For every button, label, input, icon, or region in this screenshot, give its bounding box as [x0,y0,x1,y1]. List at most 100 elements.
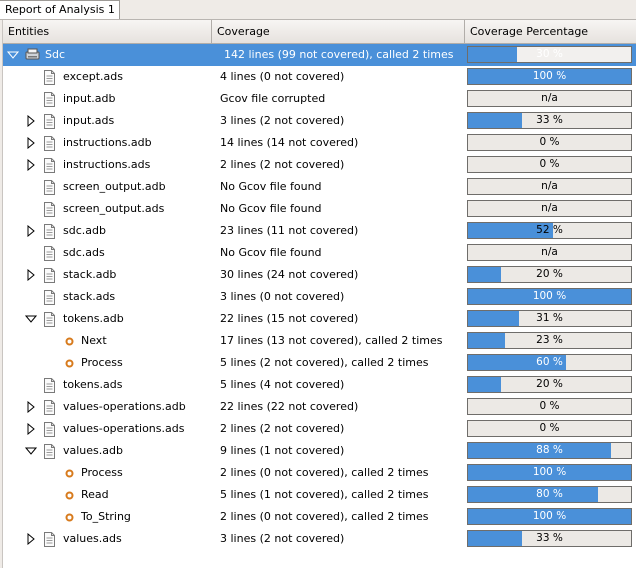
file-icon [43,114,56,129]
coverage-percent-label: 20 % [536,378,563,390]
table-row[interactable]: values.adb 9 lines (1 not covered) 88 % [3,440,636,462]
entity-name: sdc.adb [63,224,106,237]
coverage-progress-bar: 33 % [467,112,632,129]
coverage-progress-bar: 0 % [467,156,632,173]
coverage-progress-bar: n/a [467,178,632,195]
file-icon [43,378,56,393]
entity-name: values.adb [63,444,123,457]
table-row[interactable]: input.adb Gcov file corrupted n/a [3,88,636,110]
table-row[interactable]: Read 5 lines (1 not covered), called 2 ti… [3,484,636,506]
expander-collapsed-icon[interactable] [25,158,37,172]
coverage-progress-bar: 30 % [467,46,632,63]
subprogram-icon [63,467,76,482]
coverage-percent-label: n/a [541,246,558,258]
expander-collapsed-icon[interactable] [25,422,37,436]
entity-name: stack.adb [63,268,117,281]
column-header-coverage-percentage[interactable]: Coverage Percentage [465,20,636,43]
tab-report-of-analysis[interactable]: Report of Analysis 1 [0,0,120,19]
subprogram-icon [63,489,76,504]
coverage-progress-bar: n/a [467,200,632,217]
table-row[interactable]: values-operations.ads 2 lines (2 not cove… [3,418,636,440]
file-icon [43,202,56,217]
coverage-text: 3 lines (2 not covered) [220,532,345,545]
coverage-percent-label: 33 % [536,114,563,126]
entity-name: Process [81,466,123,479]
coverage-progress-fill [468,223,553,238]
expander-expanded-icon[interactable] [6,49,20,61]
expander-expanded-icon[interactable] [24,313,38,325]
coverage-progress-fill [468,509,631,524]
coverage-progress-bar: 88 % [467,442,632,459]
coverage-progress-bar: n/a [467,244,632,261]
entity-name: except.ads [63,70,123,83]
table-row[interactable]: values.ads 3 lines (2 not covered) 33 % [3,528,636,550]
expander-collapsed-icon[interactable] [25,224,37,238]
coverage-text: 14 lines (14 not covered) [220,136,359,149]
coverage-text: 22 lines (15 not covered) [220,312,359,325]
entity-name: tokens.adb [63,312,124,325]
table-row[interactable]: Process 2 lines (0 not covered), called 2… [3,462,636,484]
table-row[interactable]: stack.adb 30 lines (24 not covered) 20 % [3,264,636,286]
coverage-progress-bar: 23 % [467,332,632,349]
expander-collapsed-icon[interactable] [25,532,37,546]
left-dock-edge [0,20,3,568]
table-row[interactable]: sdc.adb 23 lines (11 not covered) 52 % [3,220,636,242]
table-row[interactable]: Sdc 142 lines (99 not covered), called 2 … [3,44,636,66]
file-icon [43,268,56,283]
table-row[interactable]: sdc.ads No Gcov file found n/a [3,242,636,264]
coverage-text: 2 lines (0 not covered), called 2 times [220,466,429,479]
column-header-entities[interactable]: Entities [3,20,212,43]
coverage-text: 3 lines (2 not covered) [220,114,345,127]
coverage-text: 22 lines (22 not covered) [220,400,359,413]
coverage-percent-label: 52 % [536,224,563,236]
coverage-progress-bar: 20 % [467,266,632,283]
table-row[interactable]: Process 5 lines (2 not covered), called 2… [3,352,636,374]
table-row[interactable]: tokens.ads 5 lines (4 not covered) 20 % [3,374,636,396]
expander-collapsed-icon[interactable] [25,268,37,282]
coverage-text: Gcov file corrupted [220,92,326,105]
coverage-percent-label: 60 % [536,356,563,368]
coverage-progress-fill [468,377,501,392]
table-row[interactable]: tokens.adb 22 lines (15 not covered) 31 % [3,308,636,330]
file-icon [43,422,56,437]
table-row[interactable]: screen_output.ads No Gcov file found n/a [3,198,636,220]
table-row[interactable]: screen_output.adb No Gcov file found n/a [3,176,636,198]
table-row[interactable]: stack.ads 3 lines (0 not covered) 100 % [3,286,636,308]
coverage-text: No Gcov file found [220,180,322,193]
expander-collapsed-icon[interactable] [25,114,37,128]
expander-expanded-icon[interactable] [24,445,38,457]
file-icon [43,224,56,239]
coverage-progress-fill [468,487,599,502]
file-icon [43,136,56,151]
coverage-text: 23 lines (11 not covered) [220,224,359,237]
table-row[interactable]: instructions.ads 2 lines (2 not covered) 0… [3,154,636,176]
entity-name: screen_output.adb [63,180,166,193]
entity-name: Process [81,356,123,369]
coverage-percent-label: n/a [541,92,558,104]
table-row[interactable]: except.ads 4 lines (0 not covered) 100 % [3,66,636,88]
entity-name: sdc.ads [63,246,105,259]
table-row[interactable]: instructions.adb 14 lines (14 not covered… [3,132,636,154]
table-row[interactable]: values-operations.adb 22 lines (22 not co… [3,396,636,418]
coverage-progress-bar: 52 % [467,222,632,239]
column-header-coverage[interactable]: Coverage [212,20,465,43]
subprogram-icon [63,511,76,526]
coverage-percent-label: 100 % [532,290,567,302]
coverage-progress-fill [468,311,519,326]
coverage-percent-label: 31 % [536,312,563,324]
table-row[interactable]: input.ads 3 lines (2 not covered) 33 % [3,110,636,132]
expander-collapsed-icon[interactable] [25,400,37,414]
table-row[interactable]: Next 17 lines (13 not covered), called 2 … [3,330,636,352]
entity-name: values-operations.adb [63,400,186,413]
entity-name: instructions.adb [63,136,152,149]
subprogram-icon [63,335,76,350]
coverage-percent-label: 0 % [539,422,560,434]
entity-name: instructions.ads [63,158,151,171]
coverage-progress-fill [468,289,631,304]
coverage-progress-fill [468,267,501,282]
coverage-text: 30 lines (24 not covered) [220,268,359,281]
table-row[interactable]: To_String 2 lines (0 not covered), called… [3,506,636,528]
entity-name: values.ads [63,532,122,545]
project-icon [25,48,40,63]
expander-collapsed-icon[interactable] [25,136,37,150]
